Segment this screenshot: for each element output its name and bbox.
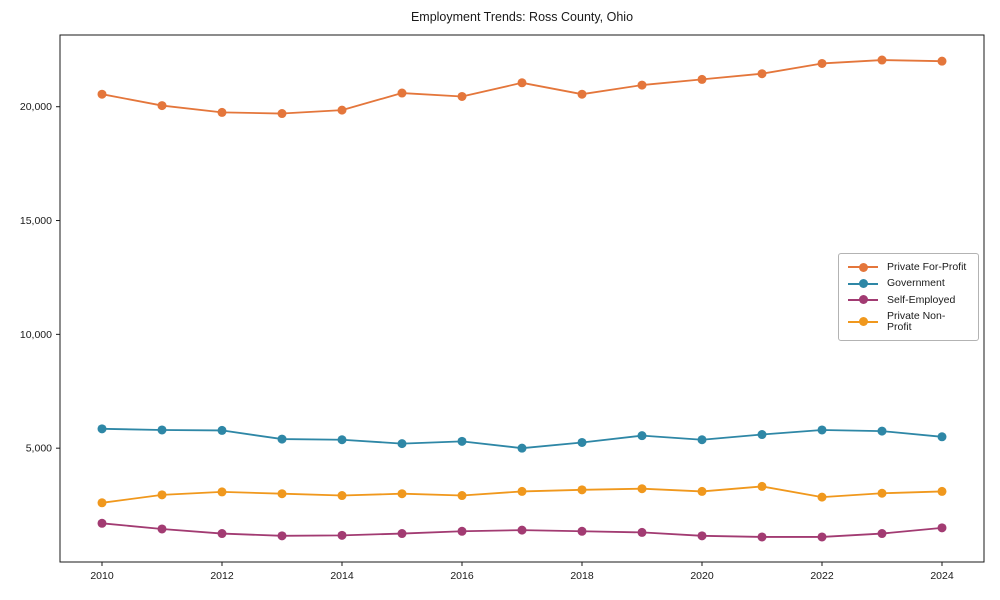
data-point	[217, 107, 227, 117]
data-point	[877, 488, 887, 498]
data-point	[397, 529, 407, 539]
legend-label: Private For-Profit	[887, 260, 967, 273]
data-point	[577, 485, 587, 495]
data-point	[457, 91, 467, 101]
data-point	[397, 489, 407, 499]
x-tick-label: 2018	[570, 570, 594, 582]
series-self-employed	[97, 518, 947, 542]
data-point	[637, 527, 647, 537]
data-point	[277, 434, 287, 444]
data-point	[697, 74, 707, 84]
legend: Private For-Profit Government Self-Emplo…	[838, 253, 979, 341]
data-point	[817, 425, 827, 435]
series-private-non-profit	[97, 481, 947, 508]
data-point	[157, 524, 167, 534]
data-point	[457, 526, 467, 536]
data-point	[277, 489, 287, 499]
x-tick-label: 2012	[210, 570, 234, 582]
data-point	[697, 435, 707, 445]
data-point	[277, 531, 287, 541]
y-axis: 5,000 10,000 15,000 20,000	[20, 101, 60, 455]
legend-label: Self-Employed	[887, 293, 956, 306]
data-point	[577, 526, 587, 536]
axes-frame	[59, 34, 985, 563]
data-point	[337, 105, 347, 115]
x-axis: 2010 2012 2014 2016 2018 2020 2022 2024	[90, 562, 954, 582]
data-point	[157, 425, 167, 435]
data-point	[157, 490, 167, 500]
data-point	[457, 491, 467, 501]
chart-title: Employment Trends: Ross County, Ohio	[410, 10, 634, 24]
legend-label: Private Non-Profit	[887, 310, 946, 333]
legend-line-marker-icon	[848, 262, 878, 272]
x-tick-label: 2014	[330, 570, 354, 582]
data-point	[637, 431, 647, 441]
data-point	[517, 443, 527, 453]
data-point	[937, 523, 947, 533]
y-tick-label: 20,000	[20, 101, 52, 113]
data-point	[577, 89, 587, 99]
data-point	[397, 439, 407, 449]
data-point	[457, 436, 467, 446]
data-point	[697, 531, 707, 541]
data-point	[517, 78, 527, 88]
data-point	[337, 530, 347, 540]
data-point	[877, 55, 887, 65]
data-point	[577, 437, 587, 447]
data-point	[217, 529, 227, 539]
data-point	[277, 109, 287, 119]
legend-line-marker-icon	[848, 279, 878, 289]
data-point	[97, 424, 107, 434]
data-point	[337, 435, 347, 445]
data-point	[637, 484, 647, 494]
data-point	[97, 498, 107, 508]
legend-item-self-employed: Self-Employed	[848, 295, 969, 306]
data-point	[817, 58, 827, 68]
data-point	[517, 486, 527, 496]
y-tick-label: 15,000	[20, 215, 52, 227]
data-point	[937, 432, 947, 442]
x-tick-label: 2022	[810, 570, 834, 582]
data-point	[817, 532, 827, 542]
data-point	[757, 69, 767, 79]
x-tick-label: 2016	[450, 570, 474, 582]
legend-line-marker-icon	[848, 317, 878, 327]
data-point	[877, 426, 887, 436]
data-point	[517, 525, 527, 535]
series-government	[97, 424, 947, 453]
x-tick-label: 2024	[930, 570, 954, 582]
data-point	[97, 518, 107, 528]
data-point	[217, 425, 227, 435]
data-point	[337, 491, 347, 501]
legend-label: Government	[887, 277, 945, 290]
data-point	[397, 88, 407, 98]
data-point	[217, 487, 227, 497]
legend-item-government: Government	[848, 278, 969, 289]
y-tick-label: 10,000	[20, 329, 52, 341]
data-point	[637, 80, 647, 90]
data-point	[97, 89, 107, 99]
legend-item-private-for-profit: Private For-Profit	[848, 262, 969, 273]
data-point	[877, 529, 887, 539]
data-point	[757, 532, 767, 542]
series-private-for-profit	[97, 55, 947, 119]
data-point	[817, 492, 827, 502]
data-point	[757, 430, 767, 440]
x-tick-label: 2020	[690, 570, 714, 582]
data-point	[757, 481, 767, 491]
data-point	[937, 486, 947, 496]
data-point	[697, 486, 707, 496]
legend-line-marker-icon	[848, 295, 878, 305]
data-point	[937, 56, 947, 66]
data-point	[157, 101, 167, 111]
y-tick-label: 5,000	[26, 443, 52, 455]
x-tick-label: 2010	[90, 570, 114, 582]
legend-item-private-non-profit: Private Non-Profit	[848, 311, 969, 332]
